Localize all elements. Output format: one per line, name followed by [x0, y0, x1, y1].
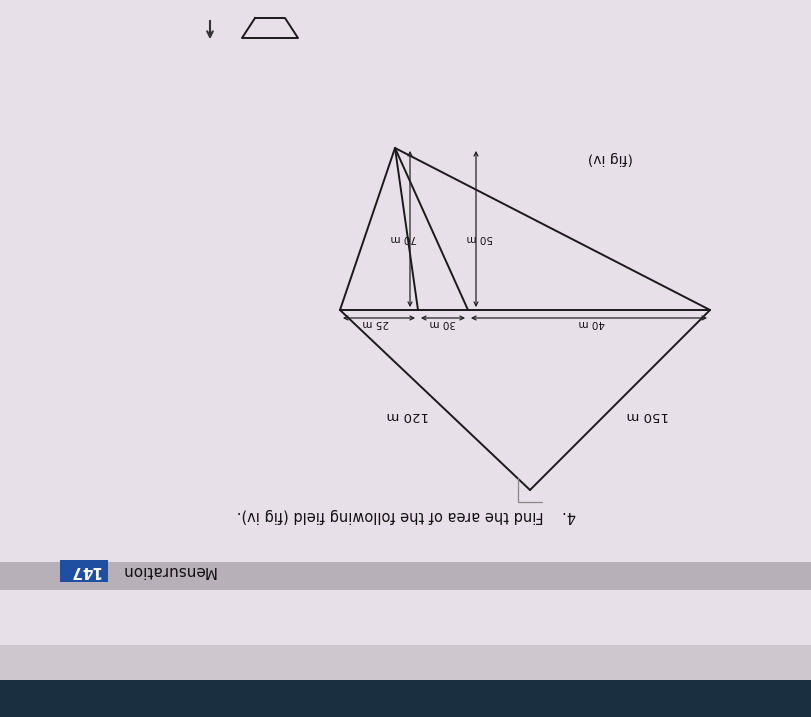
Text: 150 m: 150 m	[626, 409, 668, 422]
Text: 4.    Find the area of the following field (fig iv).: 4. Find the area of the following field …	[236, 508, 575, 523]
Bar	[0, 562, 811, 590]
Bar	[0, 680, 811, 717]
Text: 147: 147	[68, 564, 100, 579]
Text: 120 m: 120 m	[386, 409, 429, 422]
Text: 30 m: 30 m	[429, 318, 456, 328]
Text: 70 m: 70 m	[390, 233, 417, 243]
Text: 50 m: 50 m	[466, 233, 492, 243]
Text: Mensuration: Mensuration	[120, 564, 215, 579]
FancyBboxPatch shape	[60, 560, 108, 582]
Text: (fig iv): (fig iv)	[586, 151, 632, 165]
Text: 25 m: 25 m	[363, 318, 388, 328]
Text: 40 m: 40 m	[578, 318, 604, 328]
Bar	[0, 0, 811, 645]
